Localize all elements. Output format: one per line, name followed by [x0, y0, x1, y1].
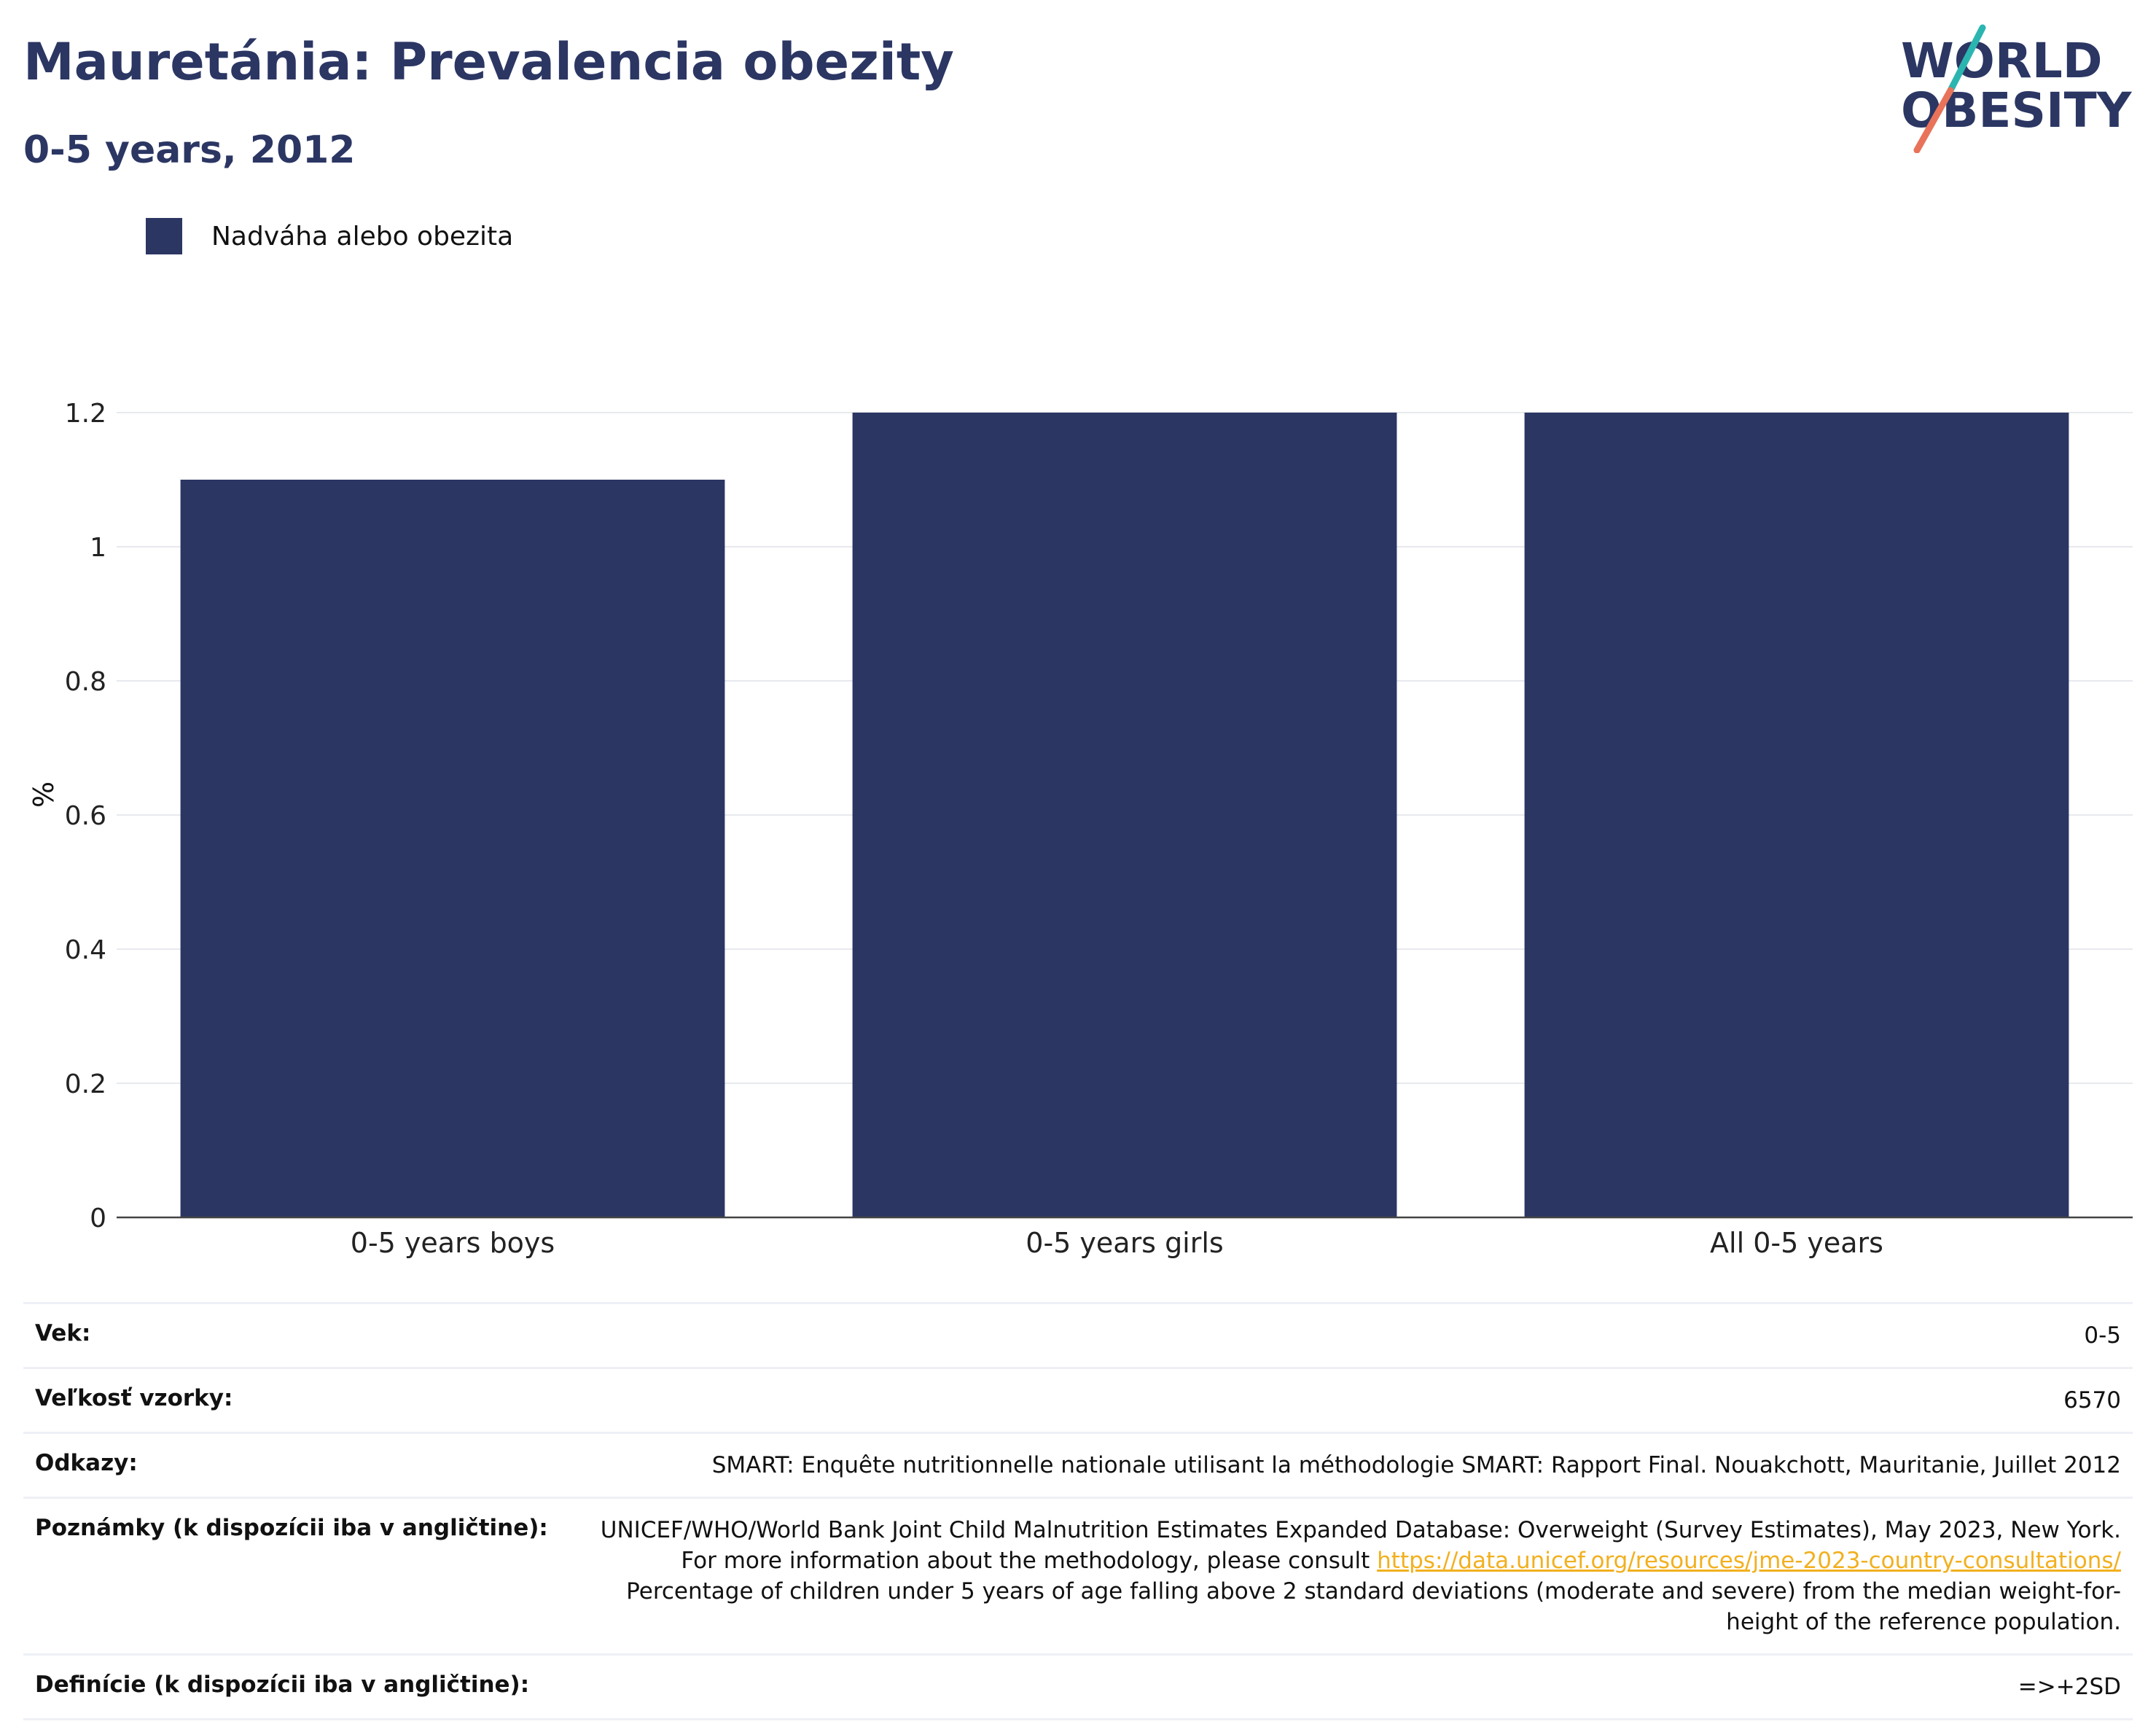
bar — [1524, 413, 2069, 1217]
page-title: Mauretánia: Prevalencia obezity — [23, 32, 954, 92]
details-references-value: SMART: Enquête nutritionnelle nationale … — [711, 1452, 2121, 1478]
world-obesity-logo[interactable]: WORLD OBESITY — [1895, 22, 2143, 154]
bar — [852, 413, 1397, 1217]
x-tick-label: 0-5 years boys — [351, 1227, 555, 1259]
details-row-sample: Veľkosť vzorky: 6570 — [23, 1369, 2133, 1434]
details-definitions-label: Definície (k dispozícii iba v angličtine… — [35, 1672, 530, 1698]
legend-swatch — [146, 218, 182, 254]
notes-text: UNICEF/WHO/World Bank Joint Child Malnut… — [600, 1517, 2121, 1574]
x-tick-label: All 0-5 years — [1710, 1227, 1883, 1259]
details-table: Vek: 0-5 Veľkosť vzorky: 6570 Odkazy: SM… — [23, 1302, 2133, 1720]
details-age-label: Vek: — [35, 1320, 91, 1346]
x-tick-label: 0-5 years girls — [1026, 1227, 1223, 1259]
y-tick-label: 1.2 — [65, 399, 106, 429]
y-tick-label: 0.2 — [65, 1069, 106, 1099]
page-subtitle: 0-5 years, 2012 — [23, 128, 356, 172]
y-tick-label: 1 — [90, 533, 106, 563]
details-definitions-value: =>+2SD — [2018, 1674, 2121, 1700]
world-obesity-logo-graphic: WORLD OBESITY — [1901, 24, 2133, 154]
chart-legend[interactable]: Nadváha alebo obezita — [146, 216, 513, 257]
y-tick-label: 0.8 — [65, 667, 106, 697]
y-tick-label: 0.6 — [65, 801, 106, 831]
details-row-notes: Poznámky (k dispozícii iba v angličtine)… — [23, 1499, 2133, 1656]
details-notes-value: UNICEF/WHO/World Bank Joint Child Malnut… — [590, 1515, 2121, 1637]
notes-text-continued: Percentage of children under 5 years of … — [626, 1578, 2121, 1635]
svg-text:WORLD: WORLD — [1901, 33, 2103, 89]
y-tick-label: 0 — [90, 1204, 106, 1233]
details-notes-label: Poznámky (k dispozícii iba v angličtine)… — [35, 1515, 548, 1541]
details-row-age: Vek: 0-5 — [23, 1304, 2133, 1369]
methodology-link[interactable]: https://data.unicef.org/resources/jme-20… — [1377, 1548, 2121, 1574]
details-references-label: Odkazy: — [35, 1450, 138, 1476]
details-sample-value: 6570 — [2063, 1387, 2121, 1414]
y-tick-label: 0.4 — [65, 935, 106, 965]
details-row-references: Odkazy: SMART: Enquête nutritionnelle na… — [23, 1434, 2133, 1499]
details-row-definitions: Definície (k dispozícii iba v angličtine… — [23, 1656, 2133, 1720]
legend-label: Nadváha alebo obezita — [211, 221, 514, 252]
details-age-value: 0-5 — [2084, 1322, 2121, 1349]
bar-chart: 0 0.2 0.4 0.6 0.8 1 1.2 0-5 years boys 0-5 years… — [65, 399, 2133, 1259]
details-sample-label: Veľkosť vzorky: — [35, 1385, 233, 1411]
bar — [180, 480, 725, 1217]
